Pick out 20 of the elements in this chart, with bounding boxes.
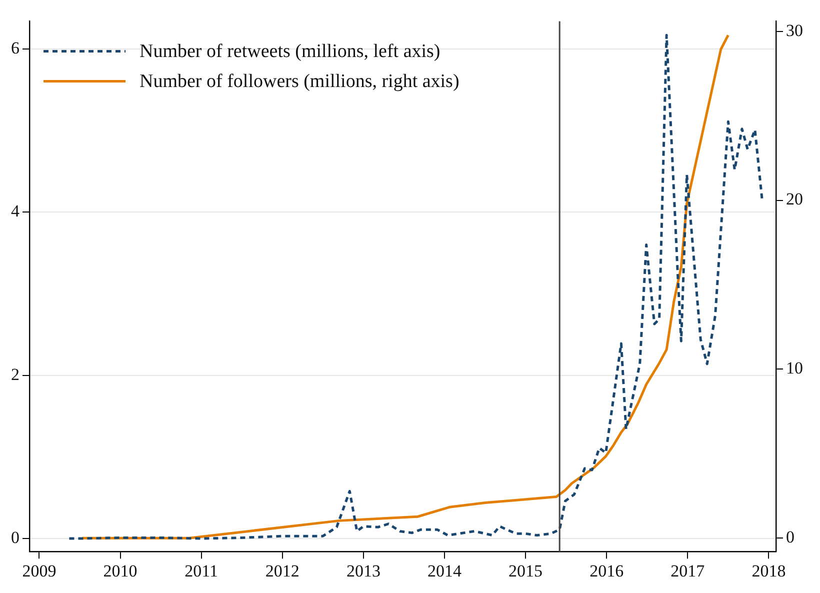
x-tick-label: 2015: [508, 561, 543, 580]
y2-tick-label: 0: [786, 528, 794, 547]
y2-tick-label: 10: [786, 358, 803, 378]
legend-label: Number of followers (millions, right axis): [140, 71, 460, 92]
y-tick-label: 2: [11, 364, 20, 384]
y-tick-label: 4: [11, 202, 20, 221]
x-tick-label: 2018: [752, 561, 786, 580]
x-tick-label: 2010: [103, 561, 138, 580]
y2-tick-label: 30: [786, 20, 803, 40]
x-tick-label: 2009: [22, 561, 56, 580]
x-tick-label: 2011: [184, 561, 218, 580]
legend-label: Number of retweets (millions, left axis): [140, 41, 440, 62]
y-tick-label: 6: [11, 38, 20, 58]
x-tick-label: 2013: [346, 561, 380, 580]
x-tick-label: 2012: [265, 561, 300, 580]
x-tick-label: 2016: [590, 561, 624, 580]
x-tick-label: 2014: [427, 561, 462, 580]
x-tick-label: 2017: [670, 561, 706, 580]
y2-tick-label: 20: [786, 190, 803, 209]
y-tick-label: 0: [11, 528, 20, 548]
